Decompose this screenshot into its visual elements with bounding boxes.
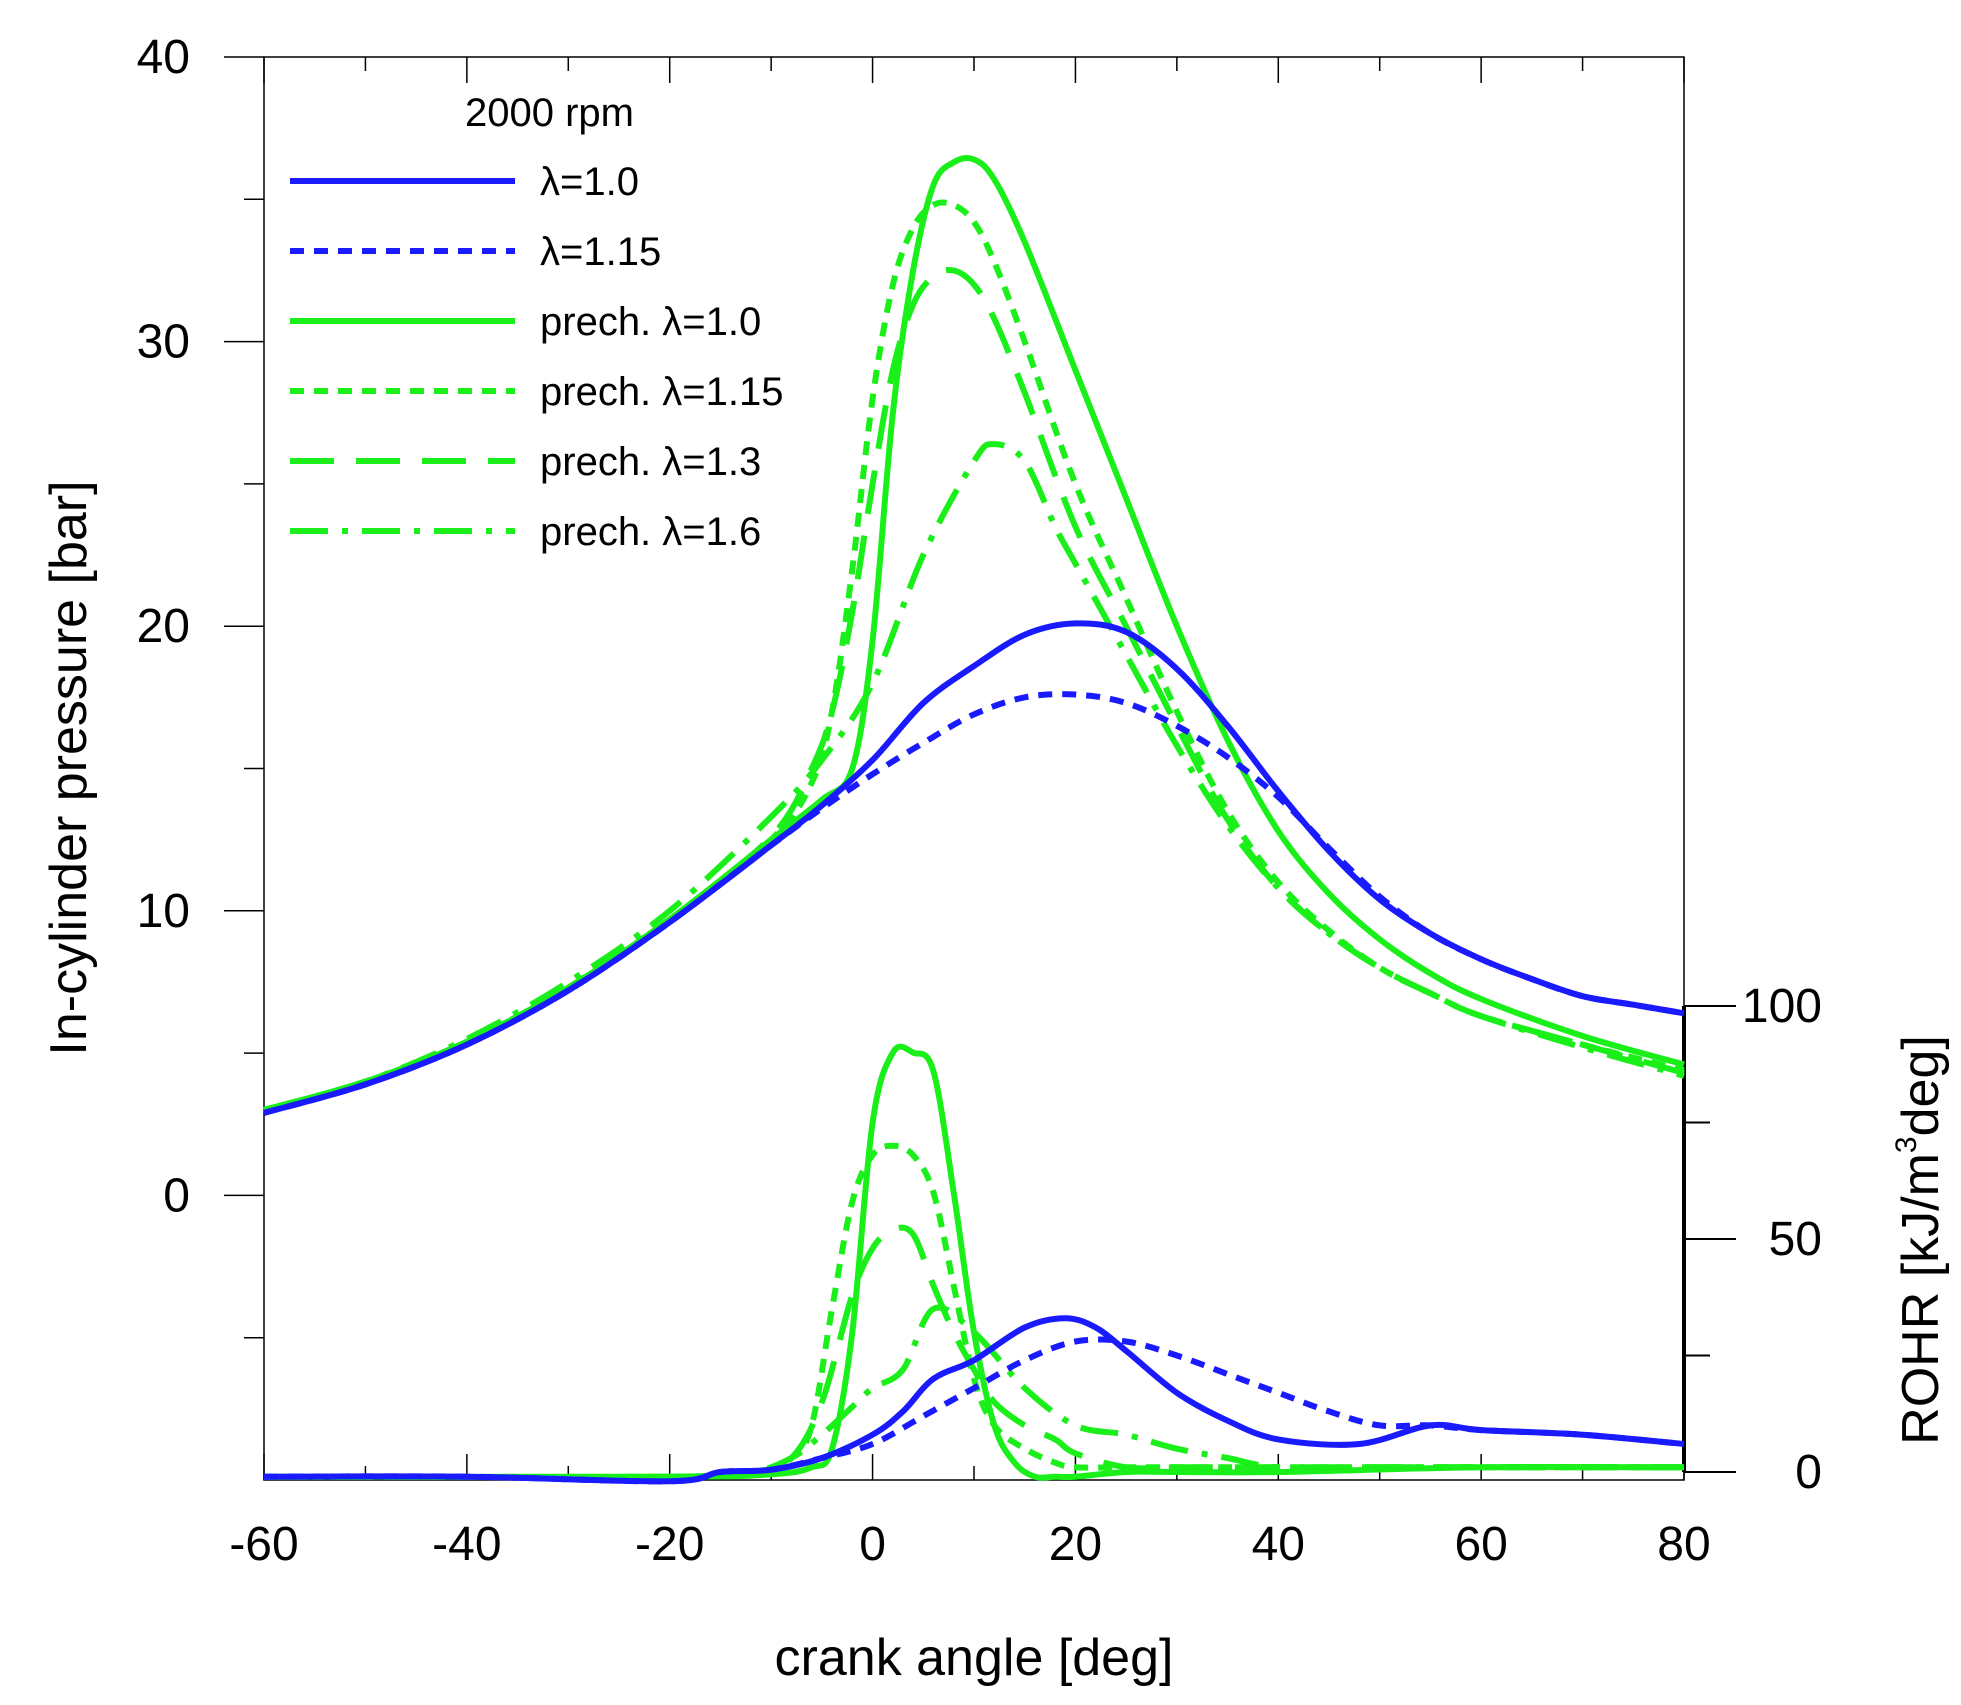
rohr-series-6 [263, 1336, 1685, 1485]
series-layer [263, 154, 1685, 1485]
rohr-series-4 [263, 1304, 1684, 1481]
rohr-tick-label: 0 [1795, 1446, 1822, 1499]
plot-frame [263, 56, 1685, 1481]
rohr-tick-label: 100 [1742, 980, 1822, 1033]
rohr-series-1 [263, 1043, 1685, 1481]
legend-title: 2000 rpm [465, 91, 634, 135]
pressure-series-6 [263, 691, 1685, 1116]
x-tick-label: 60 [1454, 1518, 1507, 1571]
tick-labels: -60 -40 -20 0 20 40 60 80 0 10 20 30 40 0 50 100 [137, 31, 1822, 1571]
legend-label-5: prech. λ=1.3 [540, 440, 761, 484]
x-axis-title: crank angle [deg] [775, 1629, 1174, 1687]
x-tick-label: 80 [1657, 1518, 1710, 1571]
y-axis-title: In-cylinder pressure [bar] [40, 480, 98, 1055]
y-tick-label: 40 [137, 31, 190, 84]
x-tick-label: -20 [635, 1518, 704, 1571]
y-tick-label: 0 [163, 1169, 190, 1222]
pressure-series-4 [263, 441, 1685, 1113]
legend-label-1: λ=1.0 [540, 160, 639, 204]
legend: 2000 rpm λ=1.0 λ=1.15 prech. λ=1.0 prech. λ… [290, 91, 784, 554]
tick-marks [224, 56, 1736, 1480]
x-tick-label: 20 [1049, 1518, 1102, 1571]
right-axis-title-sup: 3 [1890, 1136, 1923, 1153]
pressure-series-2 [263, 199, 1685, 1113]
x-tick-label: 40 [1252, 1518, 1305, 1571]
x-tick-label: -40 [432, 1518, 501, 1571]
y-tick-label: 20 [137, 600, 190, 653]
rohr-tick-label: 50 [1769, 1213, 1822, 1266]
right-axis-title-prefix: ROHR [kJ/m [1892, 1153, 1950, 1445]
legend-label-6: prech. λ=1.6 [540, 510, 761, 554]
legend-label-3: prech. λ=1.0 [540, 300, 761, 344]
y-tick-label: 30 [137, 316, 190, 369]
pressure-series-5 [263, 620, 1685, 1116]
right-axis-title: ROHR [kJ/m3deg] [1890, 1035, 1950, 1445]
x-tick-label: -60 [229, 1518, 298, 1571]
legend-label-4: prech. λ=1.15 [540, 370, 784, 414]
legend-label-2: λ=1.15 [540, 230, 661, 274]
y-tick-label: 10 [137, 885, 190, 938]
x-tick-label: 0 [859, 1518, 886, 1571]
right-axis-title-suffix: deg] [1892, 1035, 1950, 1136]
pressure-series-3 [263, 266, 1685, 1113]
pressure-series-1 [263, 154, 1685, 1113]
rohr-series-3 [263, 1224, 1684, 1481]
